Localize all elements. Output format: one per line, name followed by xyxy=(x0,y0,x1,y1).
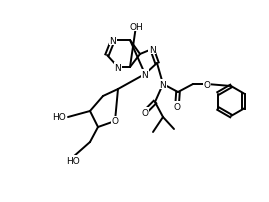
Text: O: O xyxy=(174,102,180,111)
Text: HO: HO xyxy=(52,113,66,122)
Text: N: N xyxy=(149,45,155,54)
Text: N: N xyxy=(160,80,166,89)
Text: O: O xyxy=(111,117,119,126)
Text: O: O xyxy=(204,80,211,89)
Text: N: N xyxy=(141,70,148,79)
Text: N: N xyxy=(110,36,116,45)
Text: O: O xyxy=(141,108,148,117)
Text: OH: OH xyxy=(129,22,143,31)
Text: N: N xyxy=(115,63,121,72)
Text: HO: HO xyxy=(66,156,80,165)
